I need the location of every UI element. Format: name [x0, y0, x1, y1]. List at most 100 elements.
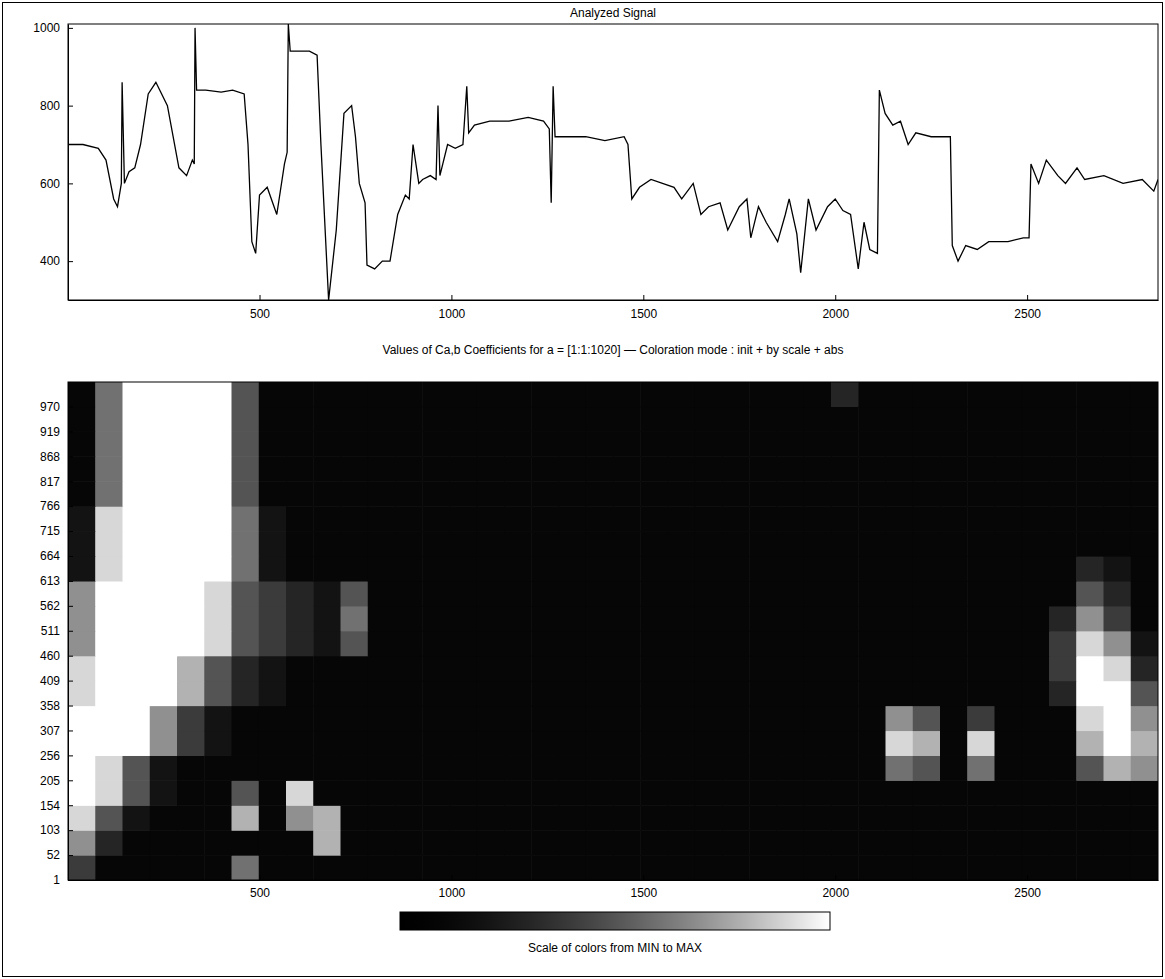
- tick-mark: [68, 456, 73, 457]
- heatmap-cell: [695, 556, 723, 582]
- heatmap-cell: [940, 855, 968, 880]
- heatmap-cell: [177, 805, 205, 831]
- heatmap-cell: [831, 382, 859, 407]
- heatmap-cell: [450, 780, 478, 806]
- heatmap-cell: [504, 382, 532, 407]
- heatmap-cell: [777, 631, 805, 657]
- heatmap-cell: [341, 531, 369, 557]
- heatmap-cell: [477, 431, 505, 457]
- heatmap-cell: [804, 406, 832, 432]
- heatmap-cell: [559, 780, 587, 806]
- tick-label: 562: [40, 599, 60, 613]
- heatmap-cell: [286, 556, 314, 582]
- heatmap-cell: [531, 631, 559, 657]
- heatmap-cell: [232, 382, 260, 407]
- heatmap-cell: [341, 506, 369, 532]
- heatmap-cell: [586, 406, 614, 432]
- heatmap-cell: [640, 456, 668, 482]
- heatmap-cell: [831, 581, 859, 607]
- heatmap-cell: [722, 656, 750, 682]
- heatmap-cell: [995, 681, 1023, 707]
- heatmap-cell: [886, 730, 914, 756]
- heatmap-cell: [886, 681, 914, 707]
- heatmap-cell: [967, 656, 995, 682]
- heatmap-cell: [150, 805, 178, 831]
- heatmap-cell: [204, 681, 232, 707]
- heatmap-cell: [313, 830, 341, 856]
- heatmap-cell: [1022, 506, 1050, 532]
- heatmap-cell: [286, 481, 314, 507]
- heatmap-cell: [695, 805, 723, 831]
- heatmap-cell: [95, 780, 123, 806]
- heatmap-cell: [722, 581, 750, 607]
- heatmap-cell: [559, 606, 587, 632]
- heatmap-cell: [450, 706, 478, 732]
- heatmap-cell: [477, 531, 505, 557]
- heatmap-cell: [232, 431, 260, 457]
- heatmap-cell: [1104, 506, 1132, 532]
- heatmap-cell: [913, 406, 941, 432]
- heatmap-cell: [913, 855, 941, 880]
- heatmap-cell: [259, 406, 287, 432]
- heatmap-cell: [668, 681, 696, 707]
- heatmap-cell: [313, 481, 341, 507]
- heatmap-cell: [1022, 855, 1050, 880]
- heatmap-cell: [204, 481, 232, 507]
- tick: 205: [40, 774, 73, 788]
- heatmap-cell: [232, 506, 260, 532]
- heatmap-cell: [1076, 730, 1104, 756]
- heatmap-cell: [395, 556, 423, 582]
- heatmap-cell: [450, 481, 478, 507]
- heatmap-cell: [341, 706, 369, 732]
- heatmap-cell: [68, 481, 96, 507]
- heatmap-cell: [559, 805, 587, 831]
- heatmap-cell: [777, 780, 805, 806]
- heatmap-cell: [368, 730, 396, 756]
- heatmap-cell: [531, 780, 559, 806]
- heatmap-cell: [967, 581, 995, 607]
- tick: 2500: [1014, 295, 1041, 321]
- heatmap-cell: [1131, 481, 1158, 507]
- tick: 400: [40, 254, 73, 268]
- heatmap-cell: [967, 780, 995, 806]
- heatmap-cell: [204, 755, 232, 781]
- heatmap-cell: [1131, 656, 1158, 682]
- heatmap-cell: [1022, 481, 1050, 507]
- heatmap-cell: [422, 556, 450, 582]
- heatmap-cell: [177, 531, 205, 557]
- heatmap-cell: [259, 531, 287, 557]
- tick-mark: [260, 295, 261, 300]
- heatmap-cell: [395, 406, 423, 432]
- heatmap-cell: [504, 481, 532, 507]
- heatmap-cell: [640, 481, 668, 507]
- heatmap-cell: [504, 805, 532, 831]
- heatmap-cell: [95, 456, 123, 482]
- heatmap-cell: [150, 581, 178, 607]
- tick-label: 409: [40, 674, 60, 688]
- heatmap-cell: [477, 481, 505, 507]
- heatmap-cell: [477, 631, 505, 657]
- heatmap-cell: [286, 581, 314, 607]
- heatmap-cell: [368, 581, 396, 607]
- tick-mark: [68, 431, 73, 432]
- tick-label: 307: [40, 724, 60, 738]
- heatmap-cell: [640, 830, 668, 856]
- heatmap-cell: [586, 730, 614, 756]
- heatmap-cell: [640, 755, 668, 781]
- heatmap-cell: [395, 656, 423, 682]
- heatmap-cell: [450, 531, 478, 557]
- heatmap-cell: [804, 681, 832, 707]
- heatmap-cell: [341, 805, 369, 831]
- heatmap-cell: [640, 855, 668, 880]
- heatmap-cell: [422, 631, 450, 657]
- heatmap-cell: [204, 456, 232, 482]
- tick-label: 52: [47, 848, 61, 862]
- tick: 154: [40, 799, 73, 813]
- heatmap-cell: [68, 805, 96, 831]
- heatmap-cell: [1049, 531, 1077, 557]
- heatmap-cell: [804, 805, 832, 831]
- heatmap-cell: [559, 406, 587, 432]
- tick: 664: [40, 549, 73, 563]
- tick: 511: [41, 624, 73, 638]
- heatmap-cell: [531, 755, 559, 781]
